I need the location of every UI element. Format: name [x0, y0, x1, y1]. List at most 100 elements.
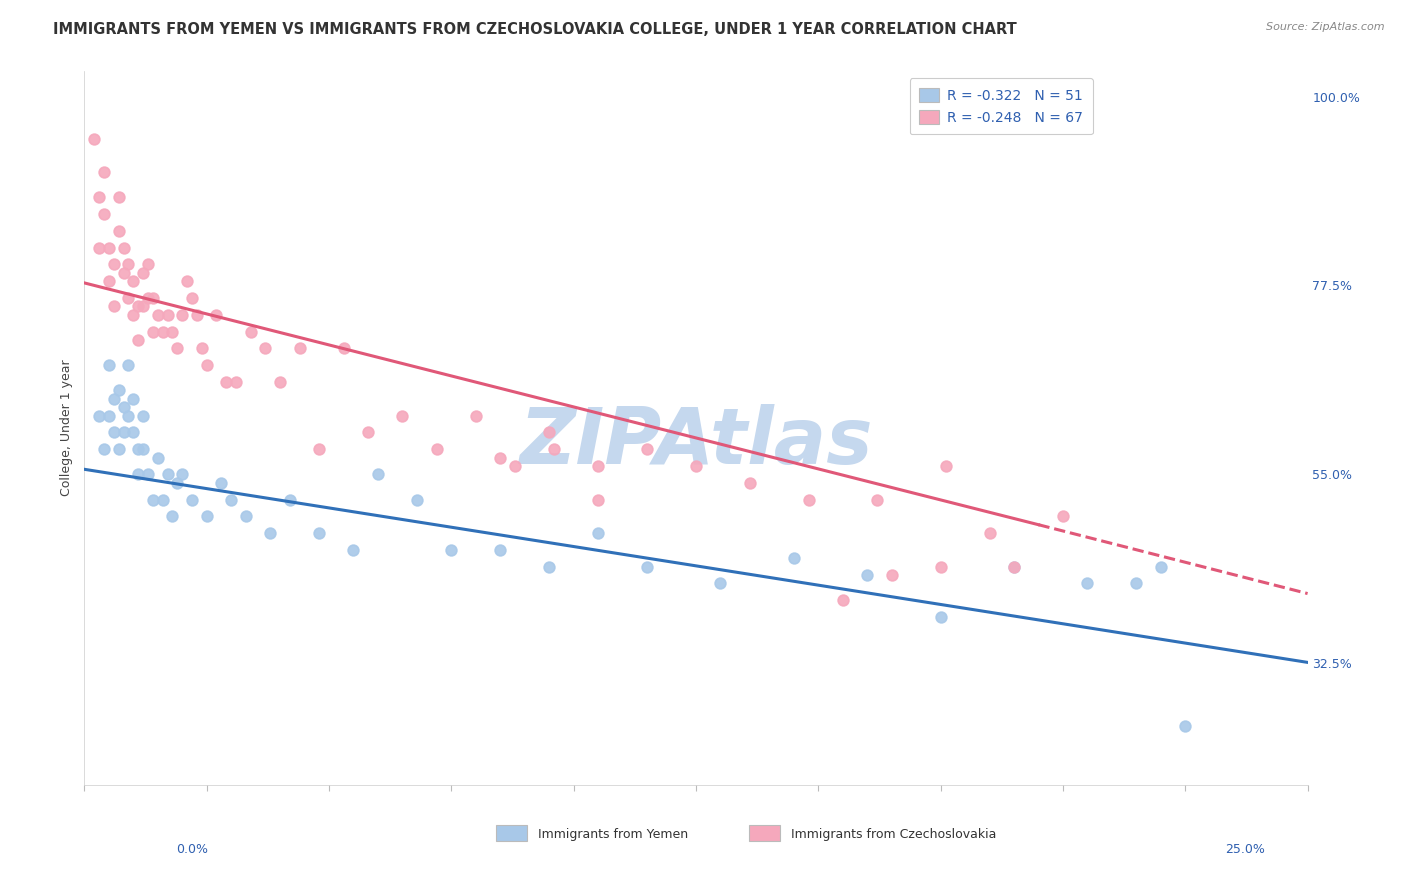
- Point: [142, 291, 165, 305]
- Point: [112, 425, 135, 440]
- Point: [107, 384, 129, 398]
- Point: [357, 425, 380, 440]
- Text: IMMIGRANTS FROM YEMEN VS IMMIGRANTS FROM CZECHOSLOVAKIA COLLEGE, UNDER 1 YEAR CO: IMMIGRANTS FROM YEMEN VS IMMIGRANTS FROM…: [53, 22, 1017, 37]
- Text: ZIPAtlas: ZIPAtlas: [519, 404, 873, 481]
- Point: [543, 442, 565, 457]
- Point: [172, 308, 194, 322]
- Point: [709, 576, 731, 591]
- Point: [1002, 559, 1025, 574]
- Point: [127, 442, 149, 457]
- Point: [97, 274, 120, 288]
- Point: [112, 400, 135, 414]
- Point: [269, 375, 291, 389]
- Point: [391, 409, 413, 423]
- Point: [172, 467, 194, 482]
- Point: [83, 131, 105, 145]
- Point: [127, 300, 149, 314]
- Point: [93, 442, 115, 457]
- Point: [254, 342, 277, 356]
- Point: [181, 492, 204, 507]
- Point: [103, 425, 125, 440]
- Point: [112, 266, 135, 280]
- Point: [586, 458, 609, 473]
- Point: [783, 551, 806, 566]
- Point: [685, 458, 707, 473]
- Text: Source: ZipAtlas.com: Source: ZipAtlas.com: [1267, 22, 1385, 32]
- Point: [406, 492, 429, 507]
- Point: [426, 442, 449, 457]
- Point: [152, 325, 174, 339]
- Point: [166, 342, 188, 356]
- Point: [127, 467, 149, 482]
- Point: [162, 325, 184, 339]
- Point: [979, 526, 1001, 541]
- Point: [866, 492, 889, 507]
- Point: [156, 467, 179, 482]
- Point: [929, 559, 952, 574]
- Point: [738, 475, 761, 490]
- Point: [586, 526, 609, 541]
- Point: [636, 559, 658, 574]
- Point: [831, 593, 853, 607]
- Point: [797, 492, 820, 507]
- Point: [219, 492, 242, 507]
- Point: [87, 409, 110, 423]
- Point: [176, 274, 198, 288]
- Point: [332, 342, 354, 356]
- Point: [146, 450, 169, 465]
- Point: [205, 308, 228, 322]
- Point: [132, 409, 155, 423]
- Point: [342, 542, 364, 557]
- Point: [136, 291, 159, 305]
- Point: [97, 409, 120, 423]
- Point: [93, 207, 115, 221]
- Point: [122, 425, 145, 440]
- Point: [259, 526, 281, 541]
- Point: [152, 492, 174, 507]
- Point: [127, 333, 149, 347]
- Point: [195, 358, 218, 372]
- Point: [191, 342, 214, 356]
- Point: [367, 467, 389, 482]
- Point: [132, 266, 155, 280]
- Point: [103, 300, 125, 314]
- Point: [117, 358, 139, 372]
- Point: [489, 450, 512, 465]
- Point: [288, 342, 311, 356]
- Legend: R = -0.322   N = 51, R = -0.248   N = 67: R = -0.322 N = 51, R = -0.248 N = 67: [910, 78, 1092, 135]
- Point: [122, 274, 145, 288]
- Point: [132, 300, 155, 314]
- Point: [112, 241, 135, 255]
- Point: [122, 392, 145, 406]
- Point: [166, 475, 188, 490]
- Point: [503, 458, 526, 473]
- Point: [103, 392, 125, 406]
- Text: 25.0%: 25.0%: [1226, 843, 1265, 856]
- Point: [278, 492, 301, 507]
- Point: [880, 568, 903, 582]
- Text: Immigrants from Yemen: Immigrants from Yemen: [537, 828, 688, 840]
- Point: [239, 325, 262, 339]
- Point: [132, 442, 155, 457]
- Point: [87, 241, 110, 255]
- Point: [929, 610, 952, 624]
- Point: [215, 375, 238, 389]
- Point: [538, 425, 561, 440]
- Point: [308, 526, 330, 541]
- Point: [181, 291, 204, 305]
- Point: [87, 190, 110, 204]
- Point: [162, 509, 184, 524]
- Point: [1125, 576, 1147, 591]
- Point: [117, 409, 139, 423]
- Point: [107, 224, 129, 238]
- Point: [636, 442, 658, 457]
- Point: [1174, 719, 1197, 733]
- Point: [1002, 559, 1025, 574]
- Point: [136, 467, 159, 482]
- Point: [934, 458, 956, 473]
- Point: [538, 559, 561, 574]
- Point: [1052, 509, 1074, 524]
- Text: Immigrants from Czechoslovakia: Immigrants from Czechoslovakia: [790, 828, 997, 840]
- Point: [186, 308, 208, 322]
- Point: [225, 375, 247, 389]
